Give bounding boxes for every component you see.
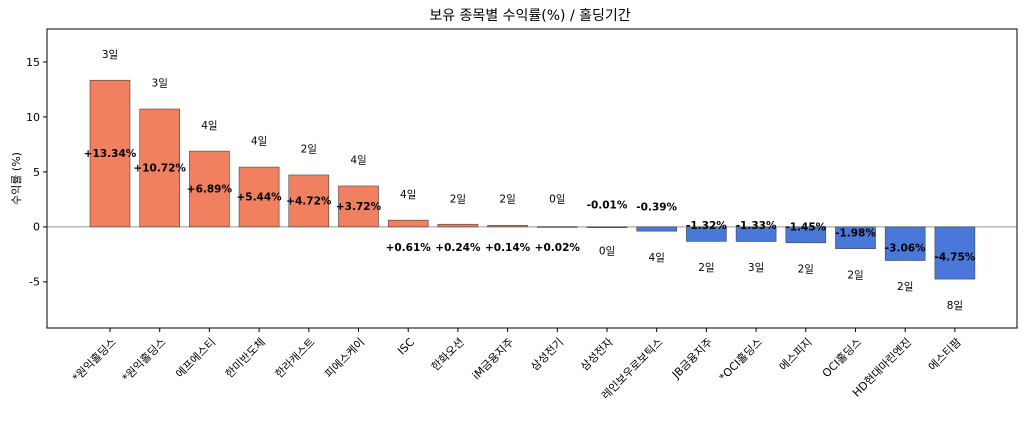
value-label: +0.02%	[535, 242, 581, 254]
value-label: -1.45%	[785, 221, 826, 233]
bar	[387, 219, 429, 228]
bar	[636, 226, 678, 232]
holding-days-label: 2일	[897, 280, 913, 293]
holding-days-label: 4일	[400, 188, 416, 201]
bar	[686, 226, 727, 242]
holding-days-label: 2일	[301, 143, 317, 156]
bar	[288, 174, 330, 228]
plot-area: +13.34% 3일 *원익홀딩스 +10.72% 3일 *원익홀딩스 +6.89% 4일에프…	[26, 28, 1018, 402]
bar	[835, 226, 876, 249]
holding-days-label: 2일	[798, 262, 814, 275]
value-label: -0.39%	[636, 202, 677, 214]
holding-days-label: 0일	[549, 193, 565, 206]
x-tick-label: iM금융지주	[470, 336, 517, 383]
x-tick-label: 피에스케이	[322, 336, 367, 381]
y-tick-label: -5	[29, 276, 40, 289]
y-axis-label: 수익률 (%)	[10, 152, 23, 205]
bar	[238, 166, 280, 228]
y-tick-label: 15	[26, 56, 40, 69]
holding-days-label: 4일	[201, 119, 217, 132]
holding-days-label: 2일	[499, 193, 515, 206]
holding-days-label: 2일	[698, 261, 714, 274]
value-label: -1.33%	[736, 220, 777, 232]
bar	[586, 226, 628, 228]
x-tick-label: 한미반도체	[223, 336, 268, 381]
plot-frame	[46, 28, 1018, 329]
bar	[437, 223, 479, 228]
bar	[139, 108, 180, 228]
bar	[487, 225, 528, 228]
x-tick-label: OCI홀딩스	[820, 336, 865, 381]
x-tick-label: 한라캐스트	[273, 336, 318, 381]
holding-days-label: 4일	[649, 251, 665, 264]
value-label: -4.75%	[935, 252, 976, 264]
value-label: -1.98%	[835, 227, 876, 239]
bar	[536, 226, 578, 228]
x-tick-label: *원익홀딩스	[70, 336, 119, 385]
x-tick-label: 에스피지	[777, 336, 815, 374]
holding-days-label: 2일	[847, 268, 863, 281]
y-tick-label: 5	[33, 166, 40, 179]
value-label: +3.72%	[336, 201, 382, 213]
value-label: +4.72%	[286, 196, 332, 208]
holding-days-label: 3일	[152, 77, 168, 90]
y-tick-label: 0	[33, 221, 40, 234]
holding-days-label: 3일	[748, 261, 764, 274]
holding-days-label: 0일	[599, 245, 615, 258]
bar	[785, 226, 827, 244]
bar	[934, 226, 976, 280]
holding-days-label: 4일	[350, 154, 366, 167]
x-tick-label: ISC	[395, 335, 417, 357]
y-tick-label: 10	[26, 111, 40, 124]
bar	[884, 226, 926, 261]
value-label: +0.14%	[485, 242, 531, 254]
value-label: -1.32%	[686, 220, 727, 232]
holding-days-label: 3일	[102, 48, 118, 61]
holding-days-label: 2일	[450, 193, 466, 206]
bar	[735, 226, 777, 242]
x-tick-label: 한화오션	[429, 336, 467, 374]
x-tick-label: 에스티팜	[926, 336, 964, 374]
value-label: +10.72%	[133, 163, 186, 175]
bar	[189, 150, 230, 228]
value-label: +5.44%	[236, 192, 282, 204]
x-tick-label: 에프에스티	[173, 336, 218, 381]
x-tick-label: 삼성전자	[578, 336, 616, 374]
chart-title: 보유 종목별 수익률(%) / 홀딩기간	[429, 8, 630, 24]
value-label: -0.01%	[587, 200, 628, 212]
holding-days-label: 8일	[947, 299, 963, 312]
value-label: -3.06%	[885, 242, 926, 254]
value-label: +0.24%	[435, 242, 481, 254]
holding-days-label: 4일	[251, 135, 267, 148]
bar	[89, 79, 131, 228]
bar	[338, 185, 379, 228]
x-tick-label: *OCI홀딩스	[717, 336, 765, 384]
value-label: +13.34%	[84, 148, 137, 160]
x-tick-label: 삼성전기	[528, 336, 566, 374]
value-label: +6.89%	[187, 184, 233, 196]
value-label: +0.61%	[386, 242, 432, 254]
x-tick-label: JB금융지주	[669, 336, 715, 382]
x-tick-label: *원익홀딩스	[120, 336, 169, 385]
